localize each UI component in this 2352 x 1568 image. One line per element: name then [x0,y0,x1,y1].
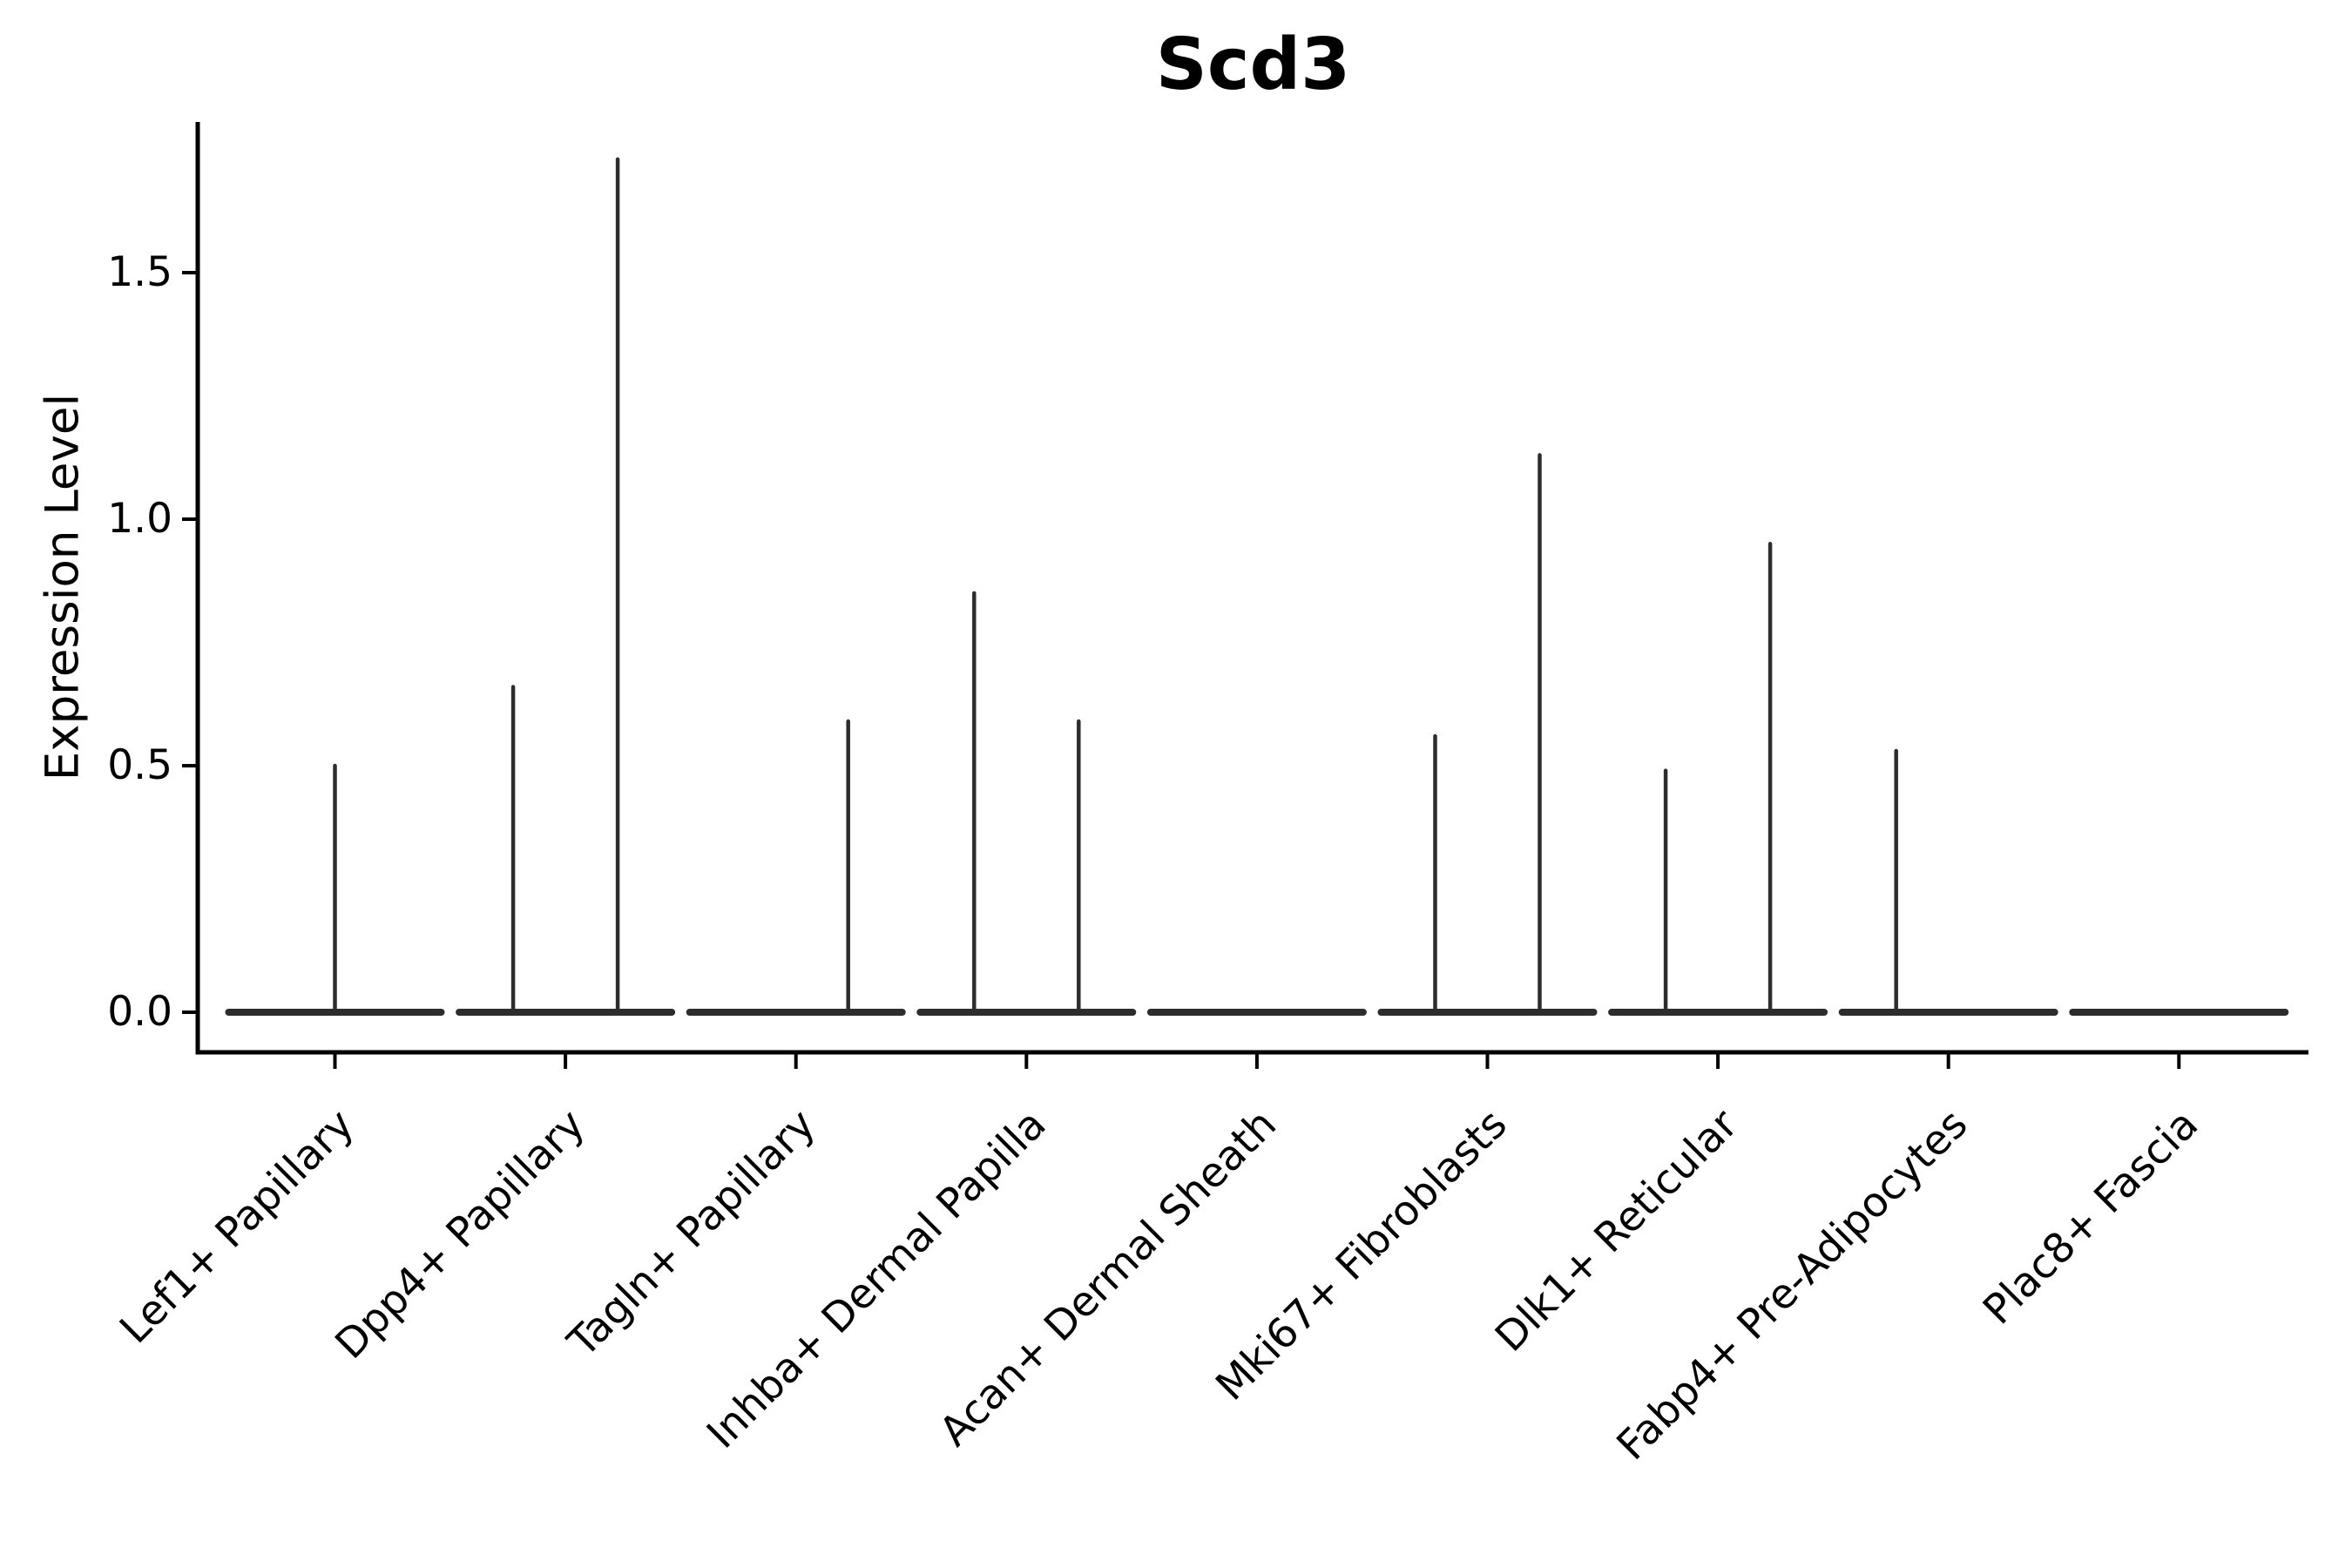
chart-title: Scd3 [1155,24,1351,106]
y-tick-label: 1.5 [107,248,172,296]
y-axis-label: Expression Level [36,393,90,781]
y-tick-label: 0.0 [107,988,172,1036]
y-tick-label: 0.5 [107,741,172,789]
y-tick-label: 1.0 [107,495,172,543]
